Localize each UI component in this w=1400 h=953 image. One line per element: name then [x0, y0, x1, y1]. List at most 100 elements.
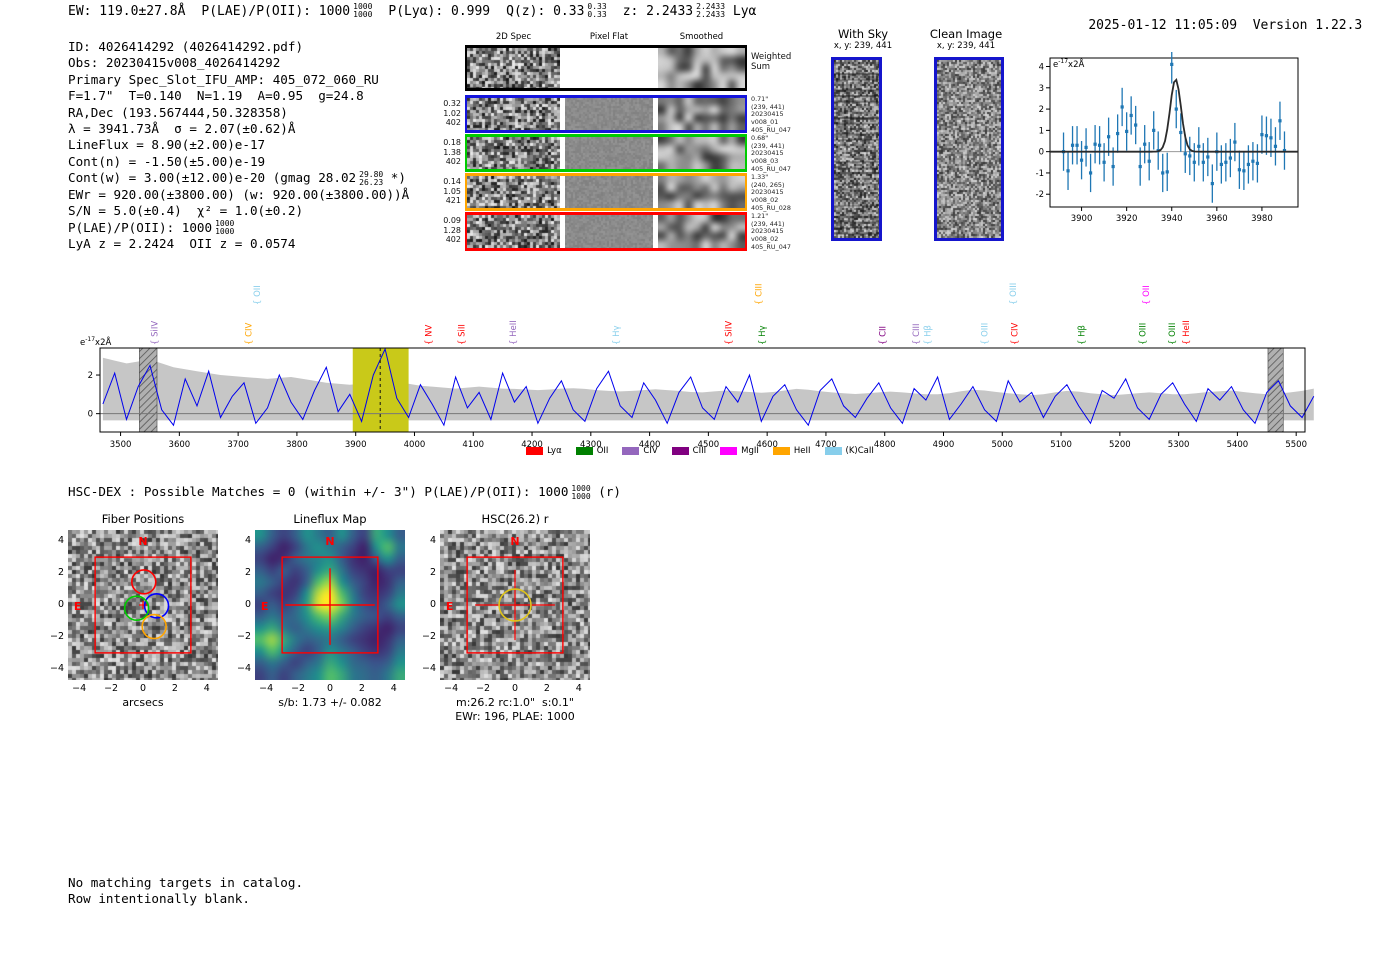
y-tick-label: −4 — [49, 662, 64, 674]
legend-label-6: (K)CaII — [845, 446, 874, 456]
y-tick-label: 0 — [429, 599, 436, 610]
info-line-0: ID: 4026414292 (4026414292.pdf) — [68, 39, 409, 55]
catalog-match-footer: No matching targets in catalog. Row inten… — [68, 875, 303, 906]
info-11-fraction: 1000 1000 — [215, 219, 235, 237]
legend-item-0: Lyα — [526, 446, 562, 456]
inset-fit-chart: -2 -1 0 1 2 3 4 3900 3920 3940 3960 3980 — [1036, 52, 1299, 224]
y-tick-label: 2 — [244, 567, 251, 579]
svg-text:5400: 5400 — [1227, 440, 1249, 450]
cutout-row-right-labels: 1.33" (240, 265) 20230415 v008_02 405_RU_028 — [751, 173, 791, 212]
stat-segment-0: EW: 119.0±27.8Å — [68, 4, 185, 19]
info-6-text: LineFlux = 8.90(±2.00)e-17 — [68, 137, 266, 153]
legend-label-1: OII — [596, 446, 609, 456]
clean-image-frame — [934, 57, 1004, 241]
info-line-4: RA,Dec (193.567444,50.328358) — [68, 105, 409, 121]
info-line-5: λ = 3941.73Å σ = 2.07(±0.62)Å — [68, 121, 409, 137]
svg-text:3920: 3920 — [1116, 214, 1138, 224]
info-line-11: P(LAE)/P(OII): 1000 1000 1000 — [68, 220, 409, 237]
fiber-positions-panel-title: Fiber Positions — [101, 512, 185, 526]
cutout-2dspec-image — [467, 215, 560, 248]
stat-segment-2: P(Lyα): 0.999 — [388, 4, 490, 19]
header-stats-line: EW: 119.0±27.8Å P(LAE)/P(OII): 1000 1000 10… — [68, 3, 772, 19]
cutout-row-2 — [465, 134, 747, 172]
svg-text:1: 1 — [1039, 126, 1044, 136]
header-right: 2025-01-12 11:05:09 Version 1.22.3 — [1057, 3, 1362, 48]
info-line-7: Cont(n) = -1.50(±5.00)e-19 — [68, 154, 409, 170]
stat-4-fraction: 2.2433 2.2433 — [696, 2, 726, 19]
compass-north-label: N — [325, 535, 334, 548]
svg-text:4000: 4000 — [404, 440, 426, 450]
emission-line-label-OIII: { OIII — [1009, 283, 1019, 305]
cutout-smoothed-image — [658, 215, 745, 248]
stat-2-text: P(Lyα): 0.999 — [388, 3, 491, 19]
emission-line-label-OIII: { OIII — [1139, 323, 1149, 345]
emission-line-label-CIV: { CIV — [1011, 322, 1021, 345]
hsc-image-panel: HSC(26.2) r N E −4 −4 −2 −2 0 0 2 2 4 4 m:26.2 rc:1.0… — [416, 510, 616, 730]
svg-text:4900: 4900 — [933, 440, 955, 450]
fiber-positions-panel: Fiber Positions N E −4 −4 −2 −2 0 0 2 2 4 4 arcsecs — [44, 510, 244, 730]
x-tick-label: 2 — [543, 683, 550, 694]
x-tick-label: −4 — [259, 683, 274, 694]
y-tick-label: −2 — [236, 630, 251, 642]
cutout-2dspec-image — [467, 137, 560, 169]
weighted-sum-label: Weighted Sum — [751, 52, 792, 72]
lineflux-map-panel-caption: s/b: 1.73 +/- 0.082 — [278, 696, 382, 709]
cutout-row-4 — [465, 212, 747, 251]
emission-line-label-OIII: { OIII — [1168, 323, 1178, 345]
y-tick-label: −2 — [49, 630, 64, 642]
legend-item-1: OII — [575, 446, 609, 456]
info-line-1: Obs: 20230415v008_4026414292 — [68, 55, 409, 71]
x-tick-label: 0 — [511, 683, 519, 694]
emission-line-label-NV: { NV — [425, 325, 435, 345]
hsc-dex-text: HSC-DEX : Possible Matches = 0 (within +… — [68, 484, 569, 499]
clean-image-title: Clean Image — [929, 27, 1003, 41]
info-8-text: Cont(w) = 3.00(±12.00)e-20 (gmag 28.02 — [68, 170, 357, 186]
info-5-text: λ = 3941.73Å σ = 2.07(±0.62)Å — [68, 121, 296, 137]
legend-item-5: HeII — [772, 446, 811, 456]
legend-swatch-3 — [671, 447, 689, 455]
y-tick-label: −4 — [421, 662, 436, 674]
legend-swatch-6 — [824, 447, 842, 455]
x-tick-label: −2 — [291, 683, 306, 694]
y-tick-label: −4 — [236, 662, 251, 674]
clean-image-coords: x, y: 239, 441 — [936, 41, 996, 51]
svg-text:4300: 4300 — [580, 440, 602, 450]
legend-item-2: CIV — [622, 446, 658, 456]
hsc-image-panel-caption-1: EWr: 196, PLAE: 1000 — [455, 710, 575, 723]
emission-line-label-CIII: { CIII — [754, 283, 764, 305]
info-3-text: F=1.7" T=0.140 N=1.19 A=0.95 g=24.8 — [68, 88, 364, 104]
emission-line-label-OIII: { OIII — [981, 323, 991, 345]
svg-text:-1: -1 — [1036, 169, 1044, 179]
stat-1-fraction: 1000 1000 — [353, 2, 373, 19]
cutout-2dspec-image — [467, 48, 560, 88]
info-8-fraction: 29.80 26.23 — [359, 169, 384, 187]
y-tick-label: 2 — [429, 567, 436, 579]
svg-text:3980: 3980 — [1251, 214, 1273, 224]
y-tick-label: 4 — [244, 535, 251, 547]
aperture-circle — [498, 588, 532, 622]
cutout-row-left-labels: 0.18 1.38 402 — [443, 138, 461, 166]
lineflux-map-panel: Lineflux Map N E −4 −4 −2 −2 0 0 2 2 4 4 s/b: 1.73 +/… — [231, 510, 431, 730]
info-1-text: Obs: 20230415v008_4026414292 — [68, 55, 281, 71]
svg-text:5500: 5500 — [1285, 440, 1307, 450]
y-tick-label: −2 — [421, 630, 436, 642]
hsc-image-panel-overlay: NE — [446, 535, 564, 654]
svg-text:3960: 3960 — [1206, 214, 1228, 224]
x-tick-label: 4 — [390, 683, 397, 694]
x-tick-label: −2 — [104, 683, 119, 694]
version-label: Version 1.22.3 — [1252, 18, 1363, 33]
main-unit-label: e-17x2Å — [80, 336, 112, 348]
svg-text:3500: 3500 — [110, 440, 132, 450]
with-sky-image — [834, 60, 879, 238]
svg-text:5300: 5300 — [1168, 440, 1190, 450]
cutout-2dspec-image — [467, 176, 560, 208]
info-9-text: EWr = 920.00(±3800.00) (w: 920.00(±3800.… — [68, 186, 410, 202]
stat-0-text: EW: 119.0±27.8Å — [68, 3, 186, 19]
svg-text:2: 2 — [1039, 105, 1044, 115]
info-0-text: ID: 4026414292 (4026414292.pdf) — [68, 39, 304, 54]
legend-label-0: Lyα — [547, 446, 562, 456]
emission-line-label-HeII: { HeII — [509, 320, 519, 345]
hsc-image-panel-caption-0: m:26.2 rc:1.0" s:0.1" — [456, 696, 574, 709]
svg-text:0: 0 — [1039, 148, 1044, 158]
